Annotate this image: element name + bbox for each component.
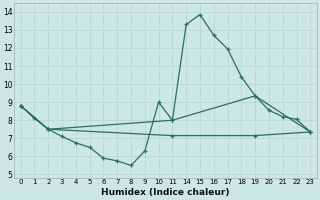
X-axis label: Humidex (Indice chaleur): Humidex (Indice chaleur) — [101, 188, 230, 197]
